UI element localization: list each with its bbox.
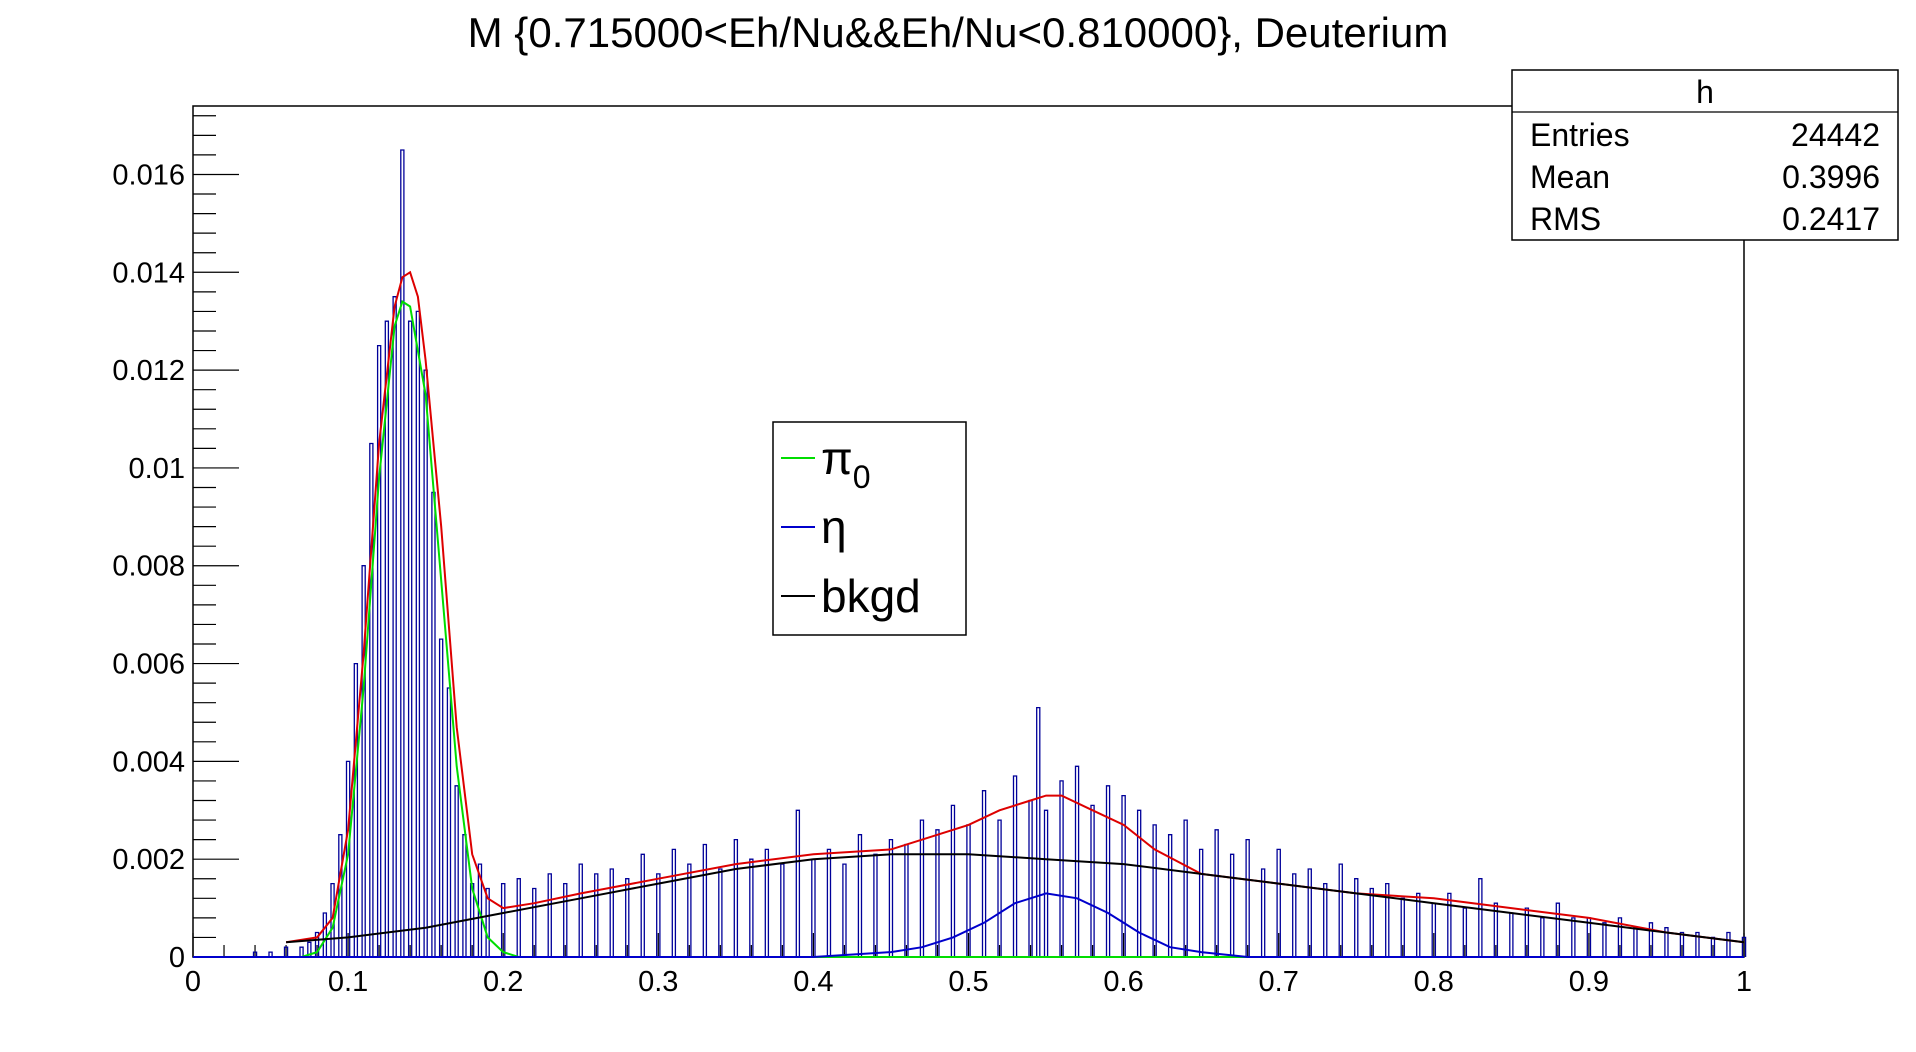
x-tick-label: 0.6 (1103, 966, 1143, 998)
x-tick-label: 0.5 (948, 966, 988, 998)
background-fit-curve (286, 853, 1745, 944)
y-tick-label: 0.002 (112, 844, 185, 876)
legend-entry-label: π0 (821, 432, 871, 495)
legend-label-text: η (821, 501, 847, 553)
legend-label-text: bkgd (821, 570, 921, 622)
x-tick-label: 1 (1736, 966, 1752, 998)
data-series (193, 149, 1747, 958)
x-tick-label: 0.1 (328, 966, 368, 998)
x-tick-label: 0.7 (1259, 966, 1299, 998)
stats-row-label: Entries (1530, 117, 1630, 153)
legend-entry-label: η (821, 501, 847, 553)
y-tick-label: 0 (169, 942, 185, 974)
stats-row-value: 24442 (1791, 117, 1880, 153)
y-tick-label: 0.006 (112, 649, 185, 681)
chart-title: M {0.715000<Eh/Nu&&Eh/Nu<0.810000}, Deut… (468, 9, 1449, 56)
y-axis: 0 0.002 0.004 0.006 0.008 0.01 0.012 0.014 0.016 (112, 115, 239, 974)
x-tick-label: 0.8 (1414, 966, 1454, 998)
x-tick-label: 0.3 (638, 966, 678, 998)
x-axis: 0 0.1 0.2 0.3 0.4 0.5 0.6 0.7 0.8 0.9 1 (185, 933, 1752, 998)
stats-box: h Entries 24442 Mean 0.3996 RMS 0.2417 (1511, 69, 1899, 241)
legend-label-subscript: 0 (853, 459, 871, 495)
stats-box-border (1511, 69, 1899, 241)
legend-entry-label: bkgd (821, 570, 921, 622)
x-tick-label: 0.2 (483, 966, 523, 998)
x-tick-label: 0.4 (793, 966, 833, 998)
y-tick-label: 0.01 (129, 453, 185, 485)
stats-row-value: 0.3996 (1782, 159, 1880, 195)
stats-row-label: RMS (1530, 201, 1601, 237)
stats-box-name: h (1696, 74, 1714, 110)
x-tick-label: 0 (185, 966, 201, 998)
total-fit-curve (285, 270, 1745, 944)
axes: 0 0.1 0.2 0.3 0.4 0.5 0.6 0.7 0.8 0.9 1 0 0.002 0.004… (112, 115, 1752, 998)
x-tick-label: 0.9 (1569, 966, 1609, 998)
legend-label-text: π (821, 432, 853, 484)
stats-row-value: 0.2417 (1782, 201, 1880, 237)
y-tick-label: 0.004 (112, 746, 185, 778)
y-tick-label: 0.014 (112, 257, 185, 289)
y-tick-label: 0.008 (112, 551, 185, 583)
y-tick-label: 0.012 (112, 355, 185, 387)
histogram-bins (252, 149, 1747, 957)
y-tick-label: 0.016 (112, 159, 185, 191)
stats-row-label: Mean (1530, 159, 1610, 195)
eta-fit-curve (193, 892, 1744, 958)
